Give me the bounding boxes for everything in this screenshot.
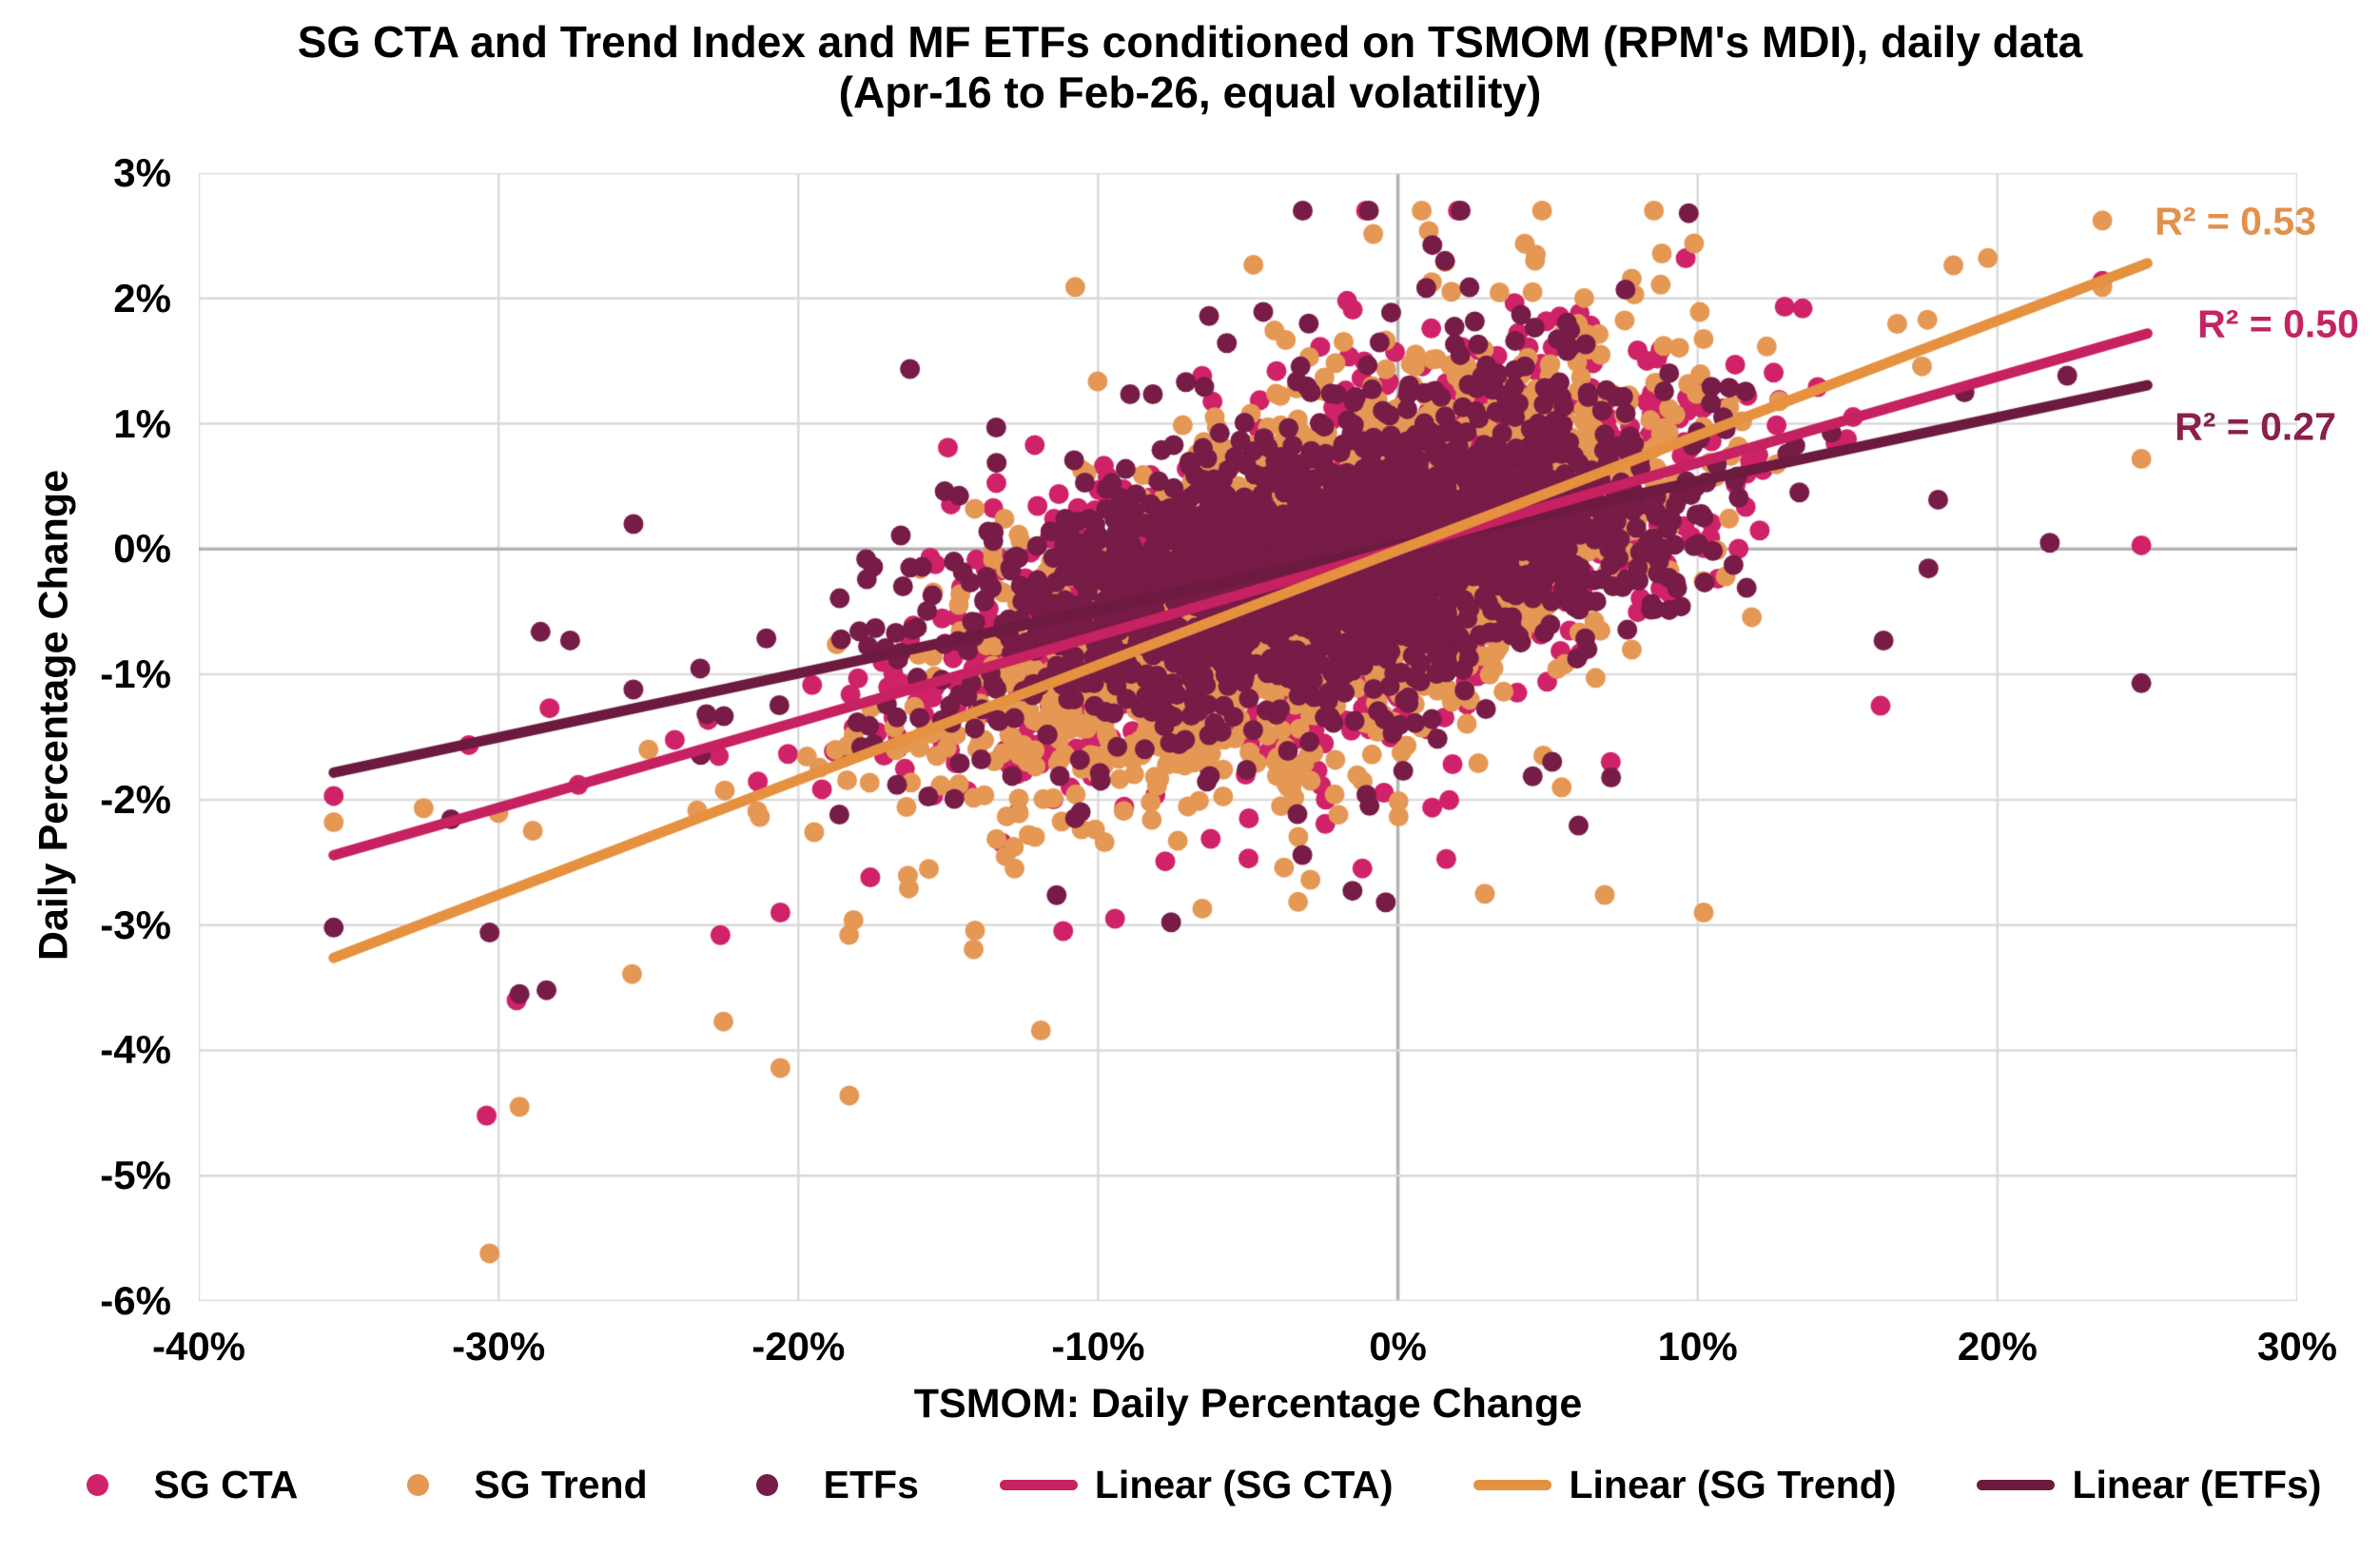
linear-sg-cta-line-icon [999,1480,1078,1490]
legend-item-etfs: ETFs [729,1463,919,1507]
legend-label: Linear (SG Trend) [1569,1463,1897,1506]
y-tick-label: 3% [113,150,171,195]
sg-trend-dot-icon [406,1474,429,1496]
y-tick-label: 0% [113,526,171,572]
legend-label: SG Trend [474,1463,648,1506]
x-tick-label: 0% [1369,1324,1427,1369]
x-axis-title: TSMOM: Daily Percentage Change [913,1381,1583,1427]
legend-label: SG CTA [153,1463,299,1506]
linear-etfs-line-icon [1977,1480,2056,1490]
legend-label: Linear (SG CTA) [1094,1463,1394,1506]
y-tick-label: -3% [100,902,171,947]
r2-annotation-etfs: R² = 0.27 [2175,404,2336,449]
r2-annotation-sg-trend: R² = 0.53 [2155,199,2316,243]
y-tick-label: -5% [100,1153,171,1198]
y-tick-label: -4% [100,1027,171,1073]
x-tick-label: -30% [452,1324,546,1369]
legend-item-linear-sg-trend: Linear (SG Trend) [1473,1463,1896,1507]
chart-legend: SG CTA SG Trend ETFs Linear (SG CTA) Lin… [0,1463,2380,1507]
y-axis-title: Daily Percentage Change [30,469,77,962]
chart-title-line2: (Apr-16 to Feb-26, equal volatility) [838,68,1542,117]
y-tick-label: -6% [100,1278,171,1323]
x-tick-label: 30% [2256,1324,2338,1369]
legend-item-linear-sg-cta: Linear (SG CTA) [999,1463,1394,1507]
y-tick-label: -1% [100,651,171,697]
r2-annotation-sg-cta: R² = 0.50 [2197,301,2359,346]
scatter-plot-canvas [199,173,2297,1301]
legend-label: ETFs [823,1463,919,1506]
y-tick-label: -2% [100,776,171,822]
x-tick-label: 10% [1657,1324,1738,1369]
chart-title: SG CTA and Trend Index and MF ETFs condi… [0,17,2380,118]
legend-item-sg-cta: SG CTA [59,1463,299,1507]
linear-sg-trend-line-icon [1473,1480,1552,1490]
y-tick-label: 2% [113,275,171,321]
x-tick-label: 20% [1957,1324,2038,1369]
etfs-dot-icon [756,1474,779,1496]
chart-title-line1: SG CTA and Trend Index and MF ETFs condi… [297,17,2083,67]
x-tick-label: -20% [751,1324,846,1369]
x-tick-label: -40% [151,1324,246,1369]
x-tick-label: -10% [1051,1324,1145,1369]
legend-item-sg-trend: SG Trend [379,1463,648,1507]
y-tick-label: 1% [113,400,171,446]
legend-label: Linear (ETFs) [2072,1463,2322,1506]
legend-item-linear-etfs: Linear (ETFs) [1977,1463,2321,1507]
sg-cta-dot-icon [87,1474,109,1496]
plot-area [199,173,2297,1301]
